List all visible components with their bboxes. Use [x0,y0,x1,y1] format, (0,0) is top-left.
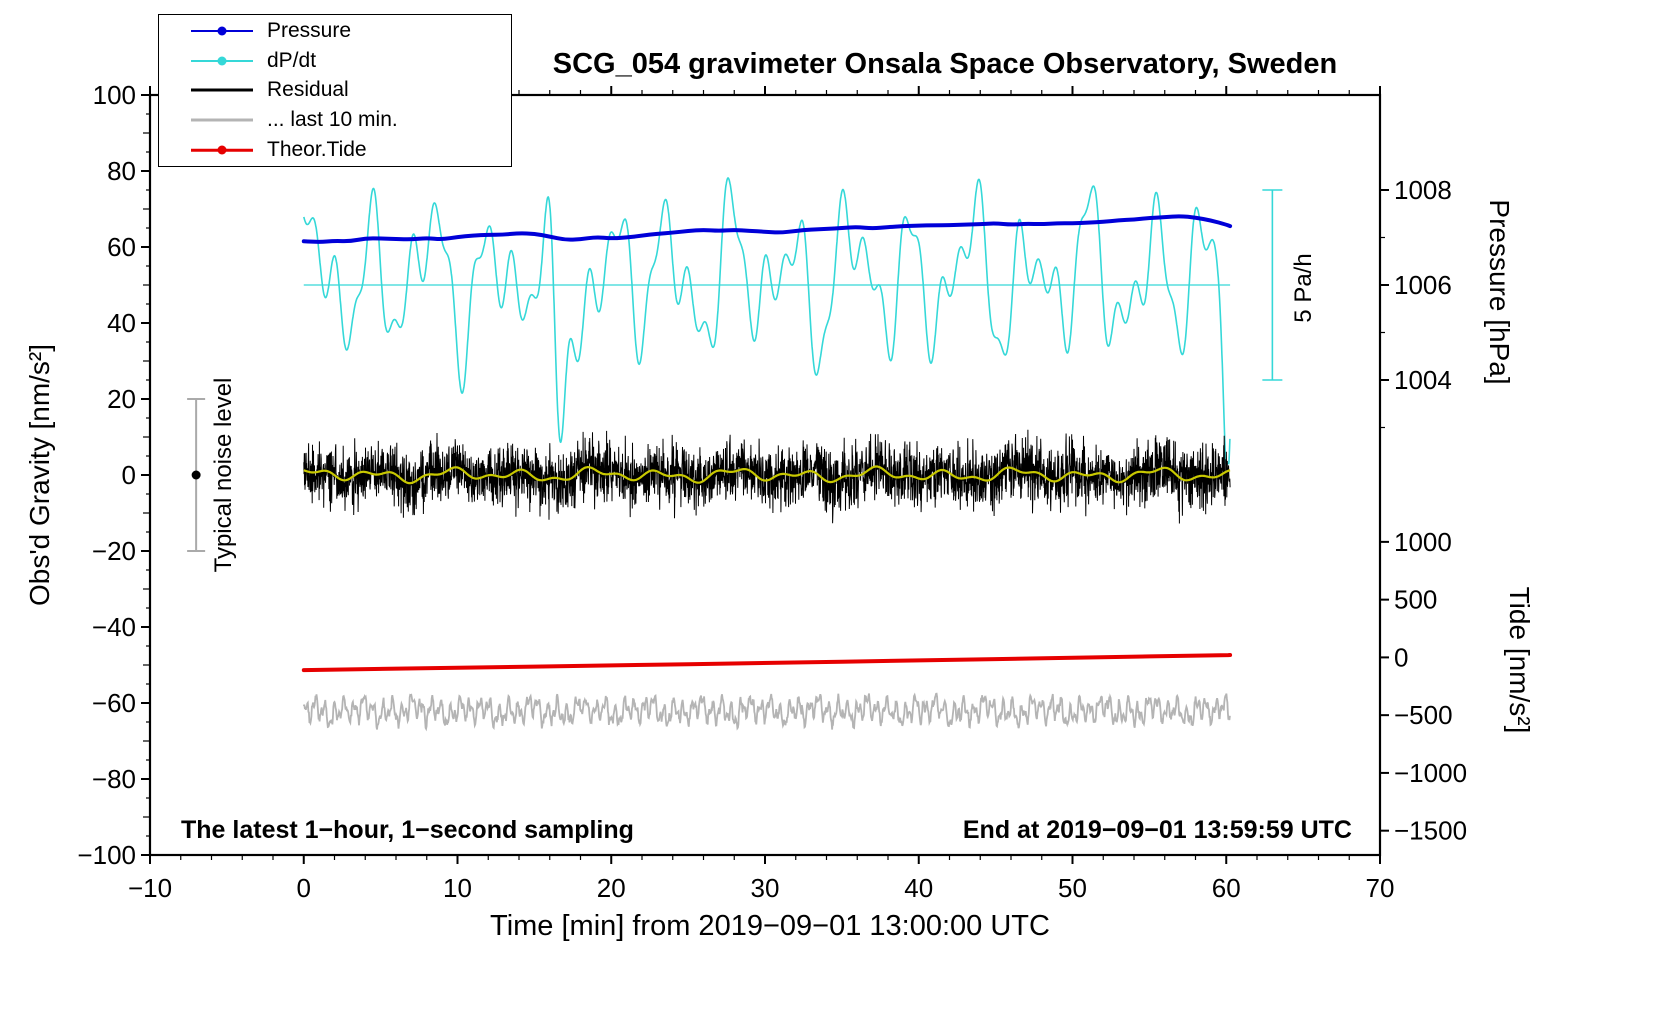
tick-label: −20 [92,536,136,566]
legend-line-sample [191,17,253,45]
tick-label: 1000 [1394,527,1452,557]
tide-axis-label: Tide [nm/s²] [1504,586,1535,734]
tick-label: 60 [107,232,136,262]
pressure-axis-label: Pressure [hPa] [1484,199,1515,385]
chart-title: SCG_054 gravimeter Onsala Space Observat… [552,48,1338,80]
tick-label: 10 [443,873,472,903]
legend-marker-dot [217,145,227,155]
plot-frame [148,93,1382,857]
tick-label: 1006 [1394,270,1452,300]
noise-level-bar [187,398,206,552]
tick-label: 80 [107,156,136,186]
tick-label: 40 [107,308,136,338]
tick-label: 0 [297,873,311,903]
legend-box: Pressure dP/dt Residual ... last 10 min. The… [158,14,512,167]
tick-label: 60 [1212,873,1241,903]
sampling-note: The latest 1−hour, 1−second sampling [181,816,634,844]
noise-level-annotation: Typical noise level [210,377,237,573]
tick-label: −40 [92,612,136,642]
tick-label: −10 [128,873,172,903]
plot-annotations [187,189,1283,552]
legend-line [191,118,253,122]
tick-label: 100 [93,80,136,110]
pressure-series [301,214,1233,244]
legend-label: Residual [267,78,349,102]
tick-label: 40 [904,873,933,903]
residual-series [303,429,1231,524]
tick-label: 20 [597,873,626,903]
tick-label: 0 [122,460,136,490]
legend-item: Pressure [159,17,511,45]
tick-label: 0 [1394,642,1408,672]
legend-label: ... last 10 min. [267,108,398,132]
legend-item: Residual [159,76,511,104]
legend-line-sample [191,136,253,164]
pressure-rate-scale-annotation: 5 Pa/h [1290,253,1317,323]
tick-label: −1000 [1394,758,1467,788]
legend-label: Theor.Tide [267,138,367,162]
tick-label: −1500 [1394,816,1467,846]
legend-line-sample [191,76,253,104]
pressure-rate-scale-bar [1262,189,1283,381]
legend-line-sample [191,47,253,75]
tick-label: −80 [92,764,136,794]
tick-label: 30 [751,873,780,903]
x-axis-label: Time [min] from 2019−09−01 13:00:00 UTC [490,910,1050,942]
tick-label: −60 [92,688,136,718]
left-y-axis-label: Obs'd Gravity [nm/s²] [24,343,55,607]
last-10-min-series [302,692,1231,732]
legend-marker-dot [217,26,227,36]
legend-item: dP/dt [159,47,511,75]
tick-label: −500 [1394,700,1453,730]
dpdt-series [303,177,1231,465]
data-series [301,177,1233,732]
axes: −10 0 10 20 30 40 50 60 70−100−80−60−40−20020406… [77,80,1467,903]
tick-label: 1004 [1394,365,1452,395]
legend-label: dP/dt [267,48,317,72]
residual-mean-series [303,465,1231,485]
legend-label: Pressure [267,18,352,42]
legend-line-sample [191,106,253,134]
noise-level-dot [191,470,201,480]
tick-label: 50 [1058,873,1087,903]
legend-item: Theor.Tide [159,136,511,164]
theor-tide-series [301,653,1233,673]
tick-label: 1008 [1394,175,1452,205]
legend-line [191,88,253,92]
tick-label: −100 [77,840,136,870]
tick-label: 500 [1394,585,1437,615]
legend-marker-dot [217,56,227,66]
tick-label: 20 [107,384,136,414]
tick-label: 70 [1366,873,1395,903]
legend-item: ... last 10 min. [159,106,511,134]
end-time-note: End at 2019−09−01 13:59:59 UTC [962,816,1352,844]
